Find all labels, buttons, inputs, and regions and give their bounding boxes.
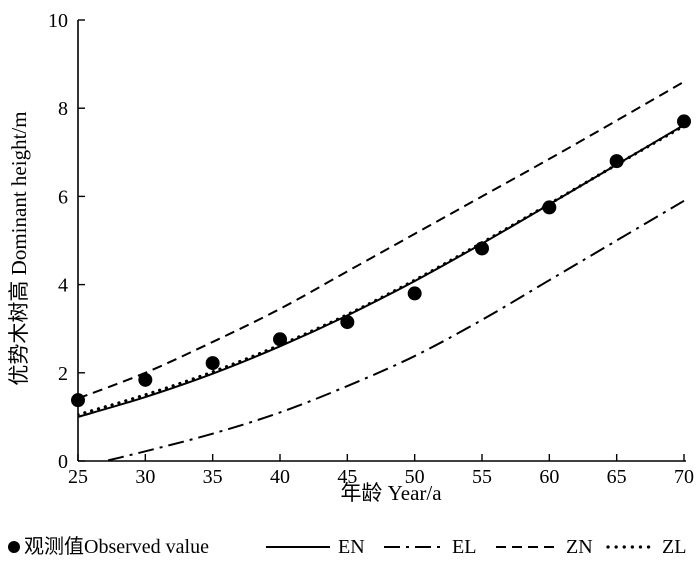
y-tick-label: 0 xyxy=(58,451,68,473)
observed-point xyxy=(407,286,422,301)
legend-label-zn: ZN xyxy=(566,536,593,558)
y-tick-label: 4 xyxy=(58,275,68,297)
legend-label-en: EN xyxy=(338,536,365,558)
legend-marker-observed xyxy=(8,541,20,553)
y-tick-label: 2 xyxy=(58,363,68,385)
series-line-zl xyxy=(78,124,686,417)
y-tick-label: 6 xyxy=(58,186,68,208)
x-tick-label: 45 xyxy=(337,466,357,488)
x-axis-title: 年龄 Year/a xyxy=(340,481,442,505)
observed-point xyxy=(138,372,153,387)
y-axis-title: 优势木树高 Dominant height/m xyxy=(7,111,31,385)
x-tick-label: 60 xyxy=(539,466,559,488)
y-tick-label: 10 xyxy=(48,10,68,32)
observed-point xyxy=(205,356,220,371)
y-axis: 0 2 4 6 8 10 xyxy=(48,10,85,473)
x-tick-label: 70 xyxy=(674,466,694,488)
observed-points xyxy=(71,114,691,408)
x-tick-label: 40 xyxy=(270,466,290,488)
legend-label-zl: ZL xyxy=(662,536,686,558)
legend-label-el: EL xyxy=(452,536,476,558)
series-line-zn xyxy=(78,80,685,400)
observed-point xyxy=(340,315,355,330)
observed-point xyxy=(609,154,624,169)
x-tick-label: 50 xyxy=(405,466,425,488)
series-line-en xyxy=(78,124,685,418)
observed-point xyxy=(273,332,287,347)
x-tick-label: 65 xyxy=(607,466,627,488)
legend-label-observed: 观测值Observed value xyxy=(24,535,209,558)
series-line-el xyxy=(101,199,685,461)
observed-point xyxy=(542,200,557,215)
x-tick-label: 25 xyxy=(68,466,88,488)
series-layer xyxy=(78,80,686,461)
legend: 观测值Observed value EN EL ZN ZL xyxy=(8,535,686,558)
x-tick-label: 35 xyxy=(203,466,223,488)
observed-point xyxy=(677,114,691,129)
observed-point xyxy=(475,241,489,256)
x-tick-label: 55 xyxy=(472,466,492,488)
x-axis: 25 30 35 40 45 50 55 60 65 70 xyxy=(68,454,694,488)
y-tick-label: 8 xyxy=(58,98,68,120)
plot-area xyxy=(77,20,686,462)
x-tick-label: 30 xyxy=(135,466,155,488)
observed-point xyxy=(71,393,85,408)
